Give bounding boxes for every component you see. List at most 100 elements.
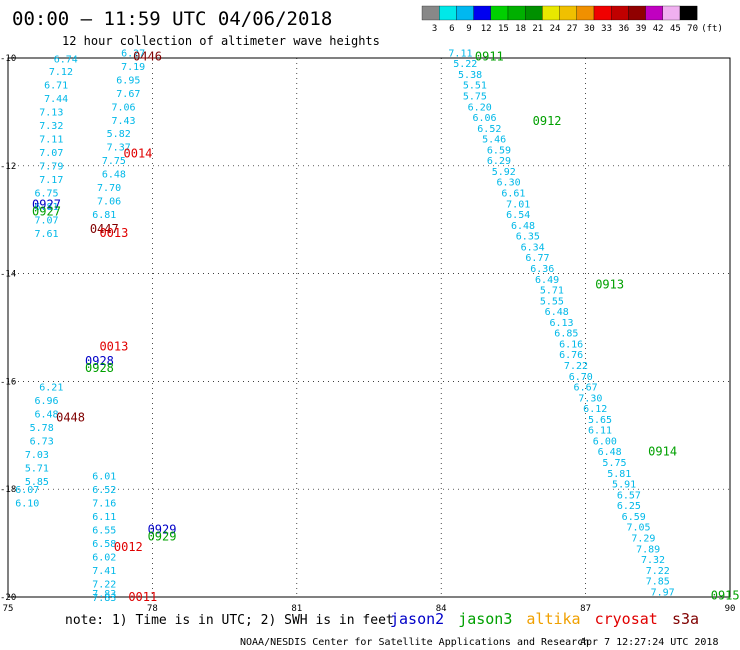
swh-value-label: 5.55: [540, 296, 564, 307]
swh-value-label: 6.48: [511, 221, 535, 232]
scale-label: 9: [466, 24, 471, 34]
swh-value-label: 6.06: [472, 113, 496, 124]
satellite-legend-item: s3a: [672, 610, 699, 628]
swh-value-label: 7.22: [92, 579, 116, 590]
y-tick-label: -10: [0, 54, 16, 64]
swh-value-label: 7.41: [92, 566, 116, 577]
chart-subtitle: 12 hour collection of altimeter wave hei…: [62, 34, 380, 48]
x-tick-label: 78: [147, 604, 158, 614]
scale-swatch: [662, 5, 681, 21]
swh-value-label: 7.19: [121, 62, 145, 73]
pass-time-label: 0929: [148, 530, 177, 544]
swh-value-label: 6.76: [559, 350, 583, 361]
scale-swatch: [559, 5, 577, 21]
swh-value-label: 6.59: [622, 512, 646, 523]
scale-swatch: [679, 5, 698, 21]
pass-time-label: 0913: [595, 277, 624, 291]
swh-value-label: 5.71: [540, 286, 564, 297]
swh-value-label: 6.34: [521, 242, 545, 253]
swh-value-label: 7.22: [646, 566, 670, 577]
swh-value-label: 5.82: [107, 129, 131, 140]
scale-label: 24: [550, 24, 561, 34]
pass-time-label: 0014: [124, 146, 153, 160]
scale-label: 15: [498, 24, 509, 34]
swh-value-label: 6.49: [535, 275, 559, 286]
swh-value-label: 7.43: [111, 116, 135, 127]
swh-value-label: 5.65: [588, 415, 612, 426]
scale-swatch: [611, 5, 629, 21]
swh-value-label: 5.81: [607, 469, 631, 480]
pass-time-label: 0915: [711, 588, 740, 602]
swh-value-label: 7.83: [92, 593, 116, 604]
credit-text: NOAA/NESDIS Center for Satellite Applica…: [240, 637, 589, 648]
footnote: note: 1) Time is in UTC; 2) SWH is in fe…: [65, 613, 394, 628]
scale-label: 21: [532, 24, 543, 34]
x-tick-label: 84: [436, 604, 447, 614]
swh-value-label: 6.48: [545, 307, 569, 318]
swh-value-label: 5.85: [25, 477, 49, 488]
scale-swatch: [421, 5, 440, 21]
swh-value-label: 5.38: [458, 70, 482, 81]
swh-value-label: 6.55: [92, 525, 116, 536]
pass-time-label: 0011: [128, 590, 157, 604]
swh-value-label: 6.16: [559, 339, 583, 350]
scale-swatch: [439, 5, 457, 21]
swh-value-label: 6.10: [15, 498, 39, 509]
x-tick-label: 90: [725, 604, 736, 614]
pass-time-label: 0911: [475, 49, 504, 63]
scale-label: 70: [687, 24, 698, 34]
swh-value-label: 6.57: [617, 490, 641, 501]
swh-value-label: 7.29: [631, 533, 655, 544]
swh-value-label: 6.30: [497, 178, 521, 189]
scale-label: 27: [567, 24, 578, 34]
swh-value-label: 7.12: [49, 67, 73, 78]
swh-value-label: 7.32: [641, 555, 665, 566]
swh-value-label: 7.70: [97, 183, 121, 194]
swh-value-label: 6.52: [477, 124, 501, 135]
swh-value-label: 7.30: [578, 393, 602, 404]
swh-value-label: 6.95: [116, 75, 140, 86]
swh-value-label: 7.83: [92, 589, 116, 600]
scale-label: 12: [481, 24, 492, 34]
swh-value-label: 5.75: [602, 458, 626, 469]
swh-value-label: 6.02: [92, 552, 116, 563]
satellite-legend-item: jason3: [458, 610, 512, 628]
scale-label: 30: [584, 24, 595, 34]
swh-value-label: 7.05: [626, 523, 650, 534]
pass-time-label: 0448: [56, 411, 85, 425]
swh-value-label: 7.11: [39, 135, 63, 146]
swh-value-label: 6.48: [102, 170, 126, 181]
pass-time-label: 0929: [148, 523, 177, 537]
y-axis-ticks: -10 -12 -14 -16 -18 -20: [0, 54, 16, 603]
swh-value-label: 7.32: [39, 121, 63, 132]
swh-value-label: 6.20: [468, 102, 492, 113]
satellite-legend-item: altika: [526, 610, 580, 628]
swh-value-label: 6.70: [569, 372, 593, 383]
scale-label: 39: [636, 24, 647, 34]
scale-swatch: [473, 5, 491, 21]
swh-value-label: 7.01: [506, 199, 530, 210]
swh-value-label: 7.85: [646, 577, 670, 588]
pass-time-label: 0927: [32, 205, 61, 219]
y-tick-label: -20: [0, 593, 16, 603]
swh-value-label: 7.06: [97, 197, 121, 208]
scale-swatch: [456, 5, 474, 21]
swh-value-label: 5.51: [463, 81, 487, 92]
x-tick-label: 87: [580, 604, 591, 614]
swh-value-label: 5.92: [492, 167, 516, 178]
swh-value-label: 6.75: [34, 189, 58, 200]
swh-value-label: 7.03: [25, 450, 49, 461]
swh-value-label: 6.01: [92, 471, 116, 482]
swh-value-label: 6.12: [583, 404, 607, 415]
pass-time-label: 0446: [133, 49, 162, 63]
swh-value-label: 6.77: [525, 253, 549, 264]
scale-swatch: [593, 5, 612, 21]
pass-time-label: 0012: [114, 540, 143, 554]
scale-label: 6: [449, 24, 454, 34]
scale-label: 18: [515, 24, 526, 34]
swh-value-label: 6.29: [487, 156, 511, 167]
swh-value-label: 7.67: [116, 89, 140, 100]
scale-swatch: [576, 5, 595, 21]
swh-value-label: 6.27: [121, 48, 145, 59]
